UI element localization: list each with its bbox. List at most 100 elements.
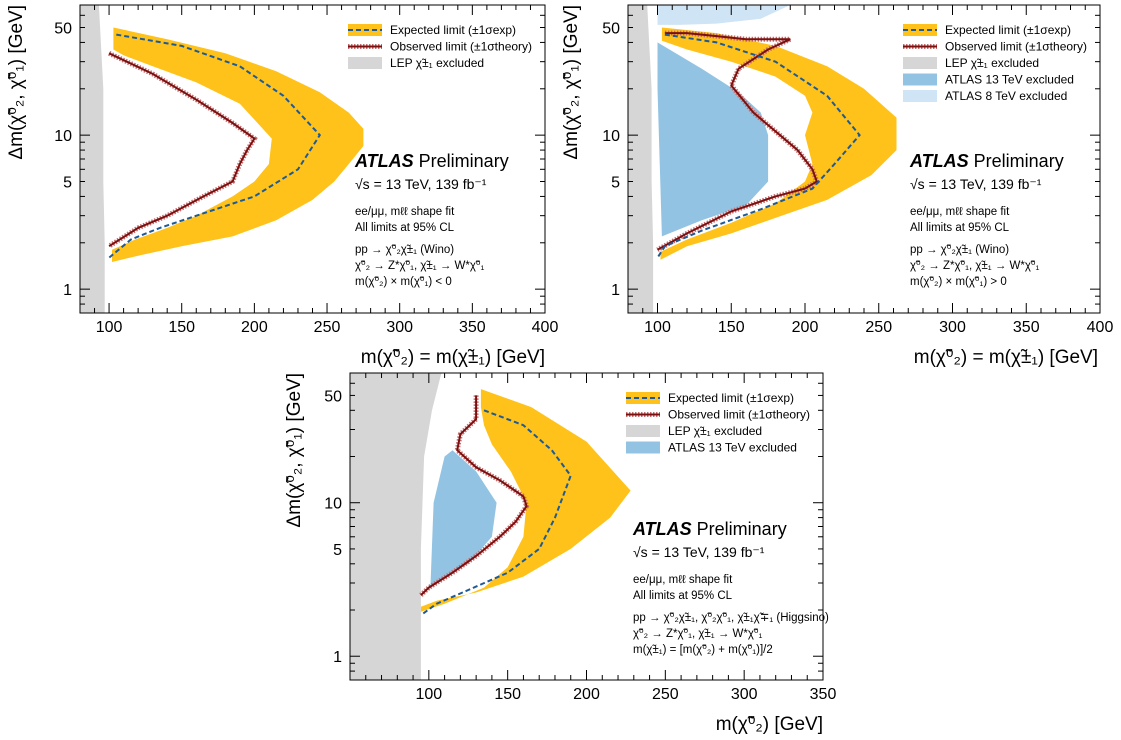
annotation-line: χ̃⁰₂ → Z*χ̃⁰₁, χ̃±₁ → W*χ̃⁰₁ bbox=[355, 260, 485, 272]
legend-entry: ATLAS 13 TeV excluded bbox=[903, 73, 1074, 87]
y-tick-label: 10 bbox=[602, 128, 620, 145]
legend-entry: Expected limit (±1σexp) bbox=[626, 391, 794, 405]
expected-limit-line bbox=[656, 33, 861, 259]
annotation-line: m(χ̃⁰₂) × m(χ̃⁰₁) > 0 bbox=[910, 276, 1007, 288]
legend-label: Observed limit (±1σtheory) bbox=[945, 40, 1087, 54]
x-tick-label: 200 bbox=[241, 319, 268, 336]
x-tick-label: 100 bbox=[415, 686, 442, 703]
legend-entry: ATLAS 13 TeV excluded bbox=[626, 441, 797, 455]
legend-label: Observed limit (±1σtheory) bbox=[668, 408, 810, 422]
annotation-line: pp → χ̃⁰₂χ̃±₁, χ̃⁰₂χ̃⁰₁, χ̃±₁χ̃∓₁ (Higgs… bbox=[633, 612, 829, 624]
x-tick-label: 250 bbox=[652, 686, 679, 703]
x-tick-label: 350 bbox=[459, 319, 486, 336]
y-tick-label: 1 bbox=[333, 649, 342, 666]
expected-limit-band bbox=[112, 27, 364, 262]
y-tick-label: 1 bbox=[63, 282, 72, 299]
atlas-label: ATLAS Preliminary bbox=[354, 151, 509, 171]
x-tick-label: 200 bbox=[573, 686, 600, 703]
legend-label: Expected limit (±1σexp) bbox=[668, 391, 794, 405]
annotation-line: pp → χ̃⁰₂χ̃±₁ (Wino) bbox=[355, 244, 454, 256]
annotation-line: All limits at 95% CL bbox=[633, 590, 733, 602]
legend-entry: Observed limit (±1σtheory) bbox=[348, 40, 532, 54]
x-tick-label: 150 bbox=[494, 686, 521, 703]
annotation-line: All limits at 95% CL bbox=[910, 222, 1010, 234]
x-tick-label: 100 bbox=[96, 319, 123, 336]
x-tick-label: 150 bbox=[718, 319, 745, 336]
legend-entry: LEP χ̃±₁ excluded bbox=[903, 56, 1039, 70]
lep-excluded-region bbox=[350, 373, 442, 680]
legend-label: LEP χ̃±₁ excluded bbox=[945, 56, 1039, 70]
legend-label: LEP χ̃±₁ excluded bbox=[668, 424, 762, 438]
x-tick-label: 100 bbox=[644, 319, 671, 336]
atlas-status-label: Preliminary bbox=[419, 151, 509, 171]
atlas-label: ATLAS Preliminary bbox=[632, 519, 787, 539]
legend-label: ATLAS 13 TeV excluded bbox=[668, 441, 797, 455]
y-tick-label: 50 bbox=[324, 388, 342, 405]
expected-limit-line bbox=[420, 409, 572, 617]
x-axis-title: m(χ̃⁰₂) = m(χ̃±₁) [GeV] bbox=[361, 347, 545, 368]
legend-swatch bbox=[626, 425, 660, 437]
annotation-line: m(χ̃±₁) = [m(χ̃⁰₂) + m(χ̃⁰₁)]/2 bbox=[633, 644, 773, 656]
x-axis-title: m(χ̃⁰₂) = m(χ̃±₁) [GeV] bbox=[914, 347, 1098, 368]
annotation-line: ee/μμ, mℓℓ shape fit bbox=[633, 574, 733, 586]
x-tick-label: 250 bbox=[314, 319, 341, 336]
expected-limit-line bbox=[108, 33, 322, 259]
atlas-status-label: Preliminary bbox=[697, 519, 787, 539]
y-tick-label: 50 bbox=[602, 21, 620, 38]
atlas-label: ATLAS Preliminary bbox=[909, 151, 1064, 171]
plot-area bbox=[628, 5, 897, 313]
y-tick-label: 5 bbox=[611, 175, 620, 192]
y-tick-label: 10 bbox=[324, 496, 342, 513]
x-tick-label: 400 bbox=[1087, 319, 1114, 336]
legend-label: ATLAS 8 TeV excluded bbox=[945, 89, 1067, 103]
legend-entry: Observed limit (±1σtheory) bbox=[626, 408, 810, 422]
legend-entry: LEP χ̃±₁ excluded bbox=[348, 56, 484, 70]
legend-entry: ATLAS 8 TeV excluded bbox=[903, 89, 1067, 103]
y-axis-title: Δm(χ̃⁰₂, χ̃⁰₁) [GeV] bbox=[284, 373, 305, 528]
plot-area bbox=[350, 373, 631, 680]
annotation-line: m(χ̃⁰₂) × m(χ̃⁰₁) < 0 bbox=[355, 276, 452, 288]
y-axis-title: Δm(χ̃⁰₂, χ̃⁰₁) [GeV] bbox=[6, 5, 27, 160]
observed-limit-line bbox=[420, 395, 528, 596]
x-tick-label: 350 bbox=[1013, 319, 1040, 336]
legend-label: Observed limit (±1σtheory) bbox=[390, 40, 532, 54]
legend-swatch bbox=[348, 57, 382, 69]
legend-entry: Observed limit (±1σtheory) bbox=[903, 40, 1087, 54]
x-tick-label: 400 bbox=[532, 319, 559, 336]
x-tick-label: 200 bbox=[792, 319, 819, 336]
y-tick-label: 50 bbox=[54, 21, 72, 38]
chart-panel-1: 100 150 200 250 300 350 400 1 5 10 50 m(χ̃⁰₂) = m(χ… bbox=[6, 4, 559, 368]
annotation-line: ee/μμ, mℓℓ shape fit bbox=[910, 206, 1010, 218]
expected-limit-band bbox=[660, 27, 897, 260]
legend-label: Expected limit (±1σexp) bbox=[945, 23, 1071, 37]
atlas-bold-label: ATLAS bbox=[632, 519, 692, 539]
legend-swatch bbox=[903, 90, 937, 102]
atlas-bold-label: ATLAS bbox=[909, 151, 969, 171]
legend-swatch bbox=[903, 57, 937, 69]
y-tick-label: 5 bbox=[333, 542, 342, 559]
observed-limit-line bbox=[657, 32, 819, 251]
annotation-line: pp → χ̃⁰₂χ̃±₁ (Wino) bbox=[910, 244, 1009, 256]
atlas-bold-label: ATLAS bbox=[354, 151, 414, 171]
lep-excluded-region bbox=[80, 5, 105, 313]
lep-excluded-region bbox=[628, 5, 654, 313]
y-axis-title: Δm(χ̃⁰₂, χ̃⁰₁) [GeV] bbox=[561, 5, 582, 160]
y-tick-label: 1 bbox=[611, 282, 620, 299]
legend-entry: Expected limit (±1σexp) bbox=[903, 23, 1071, 37]
x-axis-title: m(χ̃⁰₂) [GeV] bbox=[716, 714, 823, 735]
observed-limit-line bbox=[108, 52, 256, 248]
atlas-13tev-excluded-region bbox=[430, 450, 497, 588]
y-tick-label: 10 bbox=[54, 128, 72, 145]
x-tick-label: 250 bbox=[865, 319, 892, 336]
legend-entry: LEP χ̃±₁ excluded bbox=[626, 424, 762, 438]
energy-lumi-label: √s = 13 TeV, 139 fb⁻¹ bbox=[633, 544, 765, 560]
x-tick-label: 300 bbox=[386, 319, 413, 336]
atlas-13tev-excluded-region bbox=[657, 42, 769, 237]
legend-swatch bbox=[903, 73, 937, 86]
atlas-8tev-excluded-region bbox=[657, 5, 791, 25]
chart-panel-2: 100 150 200 250 300 350 400 1 5 10 50 m(χ̃⁰₂) = m(χ… bbox=[561, 4, 1114, 368]
legend-entry: Expected limit (±1σexp) bbox=[348, 23, 516, 37]
x-tick-label: 300 bbox=[731, 686, 758, 703]
legend-label: ATLAS 13 TeV excluded bbox=[945, 73, 1074, 87]
